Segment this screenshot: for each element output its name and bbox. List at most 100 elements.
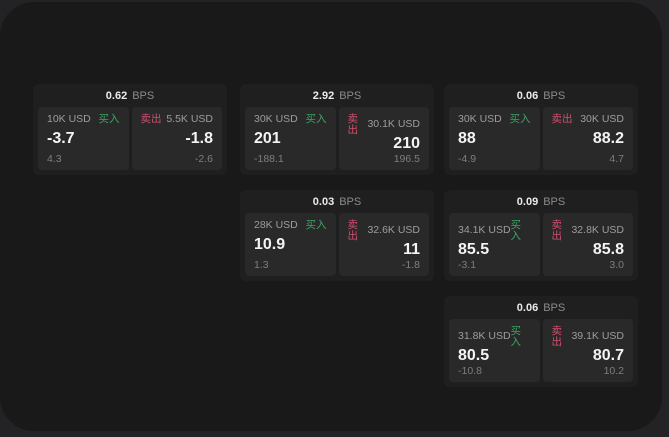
spread-unit-label: BPS (543, 302, 566, 314)
buy-amount: 28K USD (254, 219, 298, 231)
spread-header: 0.03 BPS (240, 190, 434, 212)
quote-panels: 34.1K USD 买入 85.5 -3.1 卖出 32.8K USD 85.8… (449, 213, 633, 276)
sell-panel[interactable]: 卖出 32.6K USD 11 -1.8 (338, 213, 429, 276)
buy-price: -3.7 (47, 130, 75, 147)
quote-card: 0.06 BPS 30K USD 买入 88 -4.9 卖出 30K USD 8… (444, 84, 638, 175)
spread-value: 0.62 (105, 90, 128, 102)
buy-amount: 30K USD (254, 113, 298, 125)
quote-card: 0.09 BPS 34.1K USD 买入 85.5 -3.1 卖出 32.8K… (444, 190, 638, 281)
quote-panels: 31.8K USD 买入 80.5 -10.8 卖出 39.1K USD 80.… (449, 319, 633, 382)
spread-header: 0.06 BPS (444, 296, 638, 318)
app-window: 0.62 BPS 10K USD 买入 -3.7 4.3 卖出 5.5K USD… (0, 2, 662, 431)
sell-amount: 39.1K USD (571, 330, 624, 343)
sell-side-label: 卖出 (140, 113, 162, 125)
sell-side-label: 卖出 (551, 325, 563, 348)
spread-header: 0.62 BPS (33, 84, 227, 106)
sell-panel[interactable]: 卖出 32.8K USD 85.8 3.0 (542, 213, 633, 276)
sell-panel[interactable]: 卖出 5.5K USD -1.8 -2.6 (131, 107, 222, 170)
sell-change: 196.5 (393, 152, 420, 165)
quote-panels: 10K USD 买入 -3.7 4.3 卖出 5.5K USD -1.8 -2.… (38, 107, 222, 170)
sell-panel[interactable]: 卖出 30.1K USD 210 196.5 (338, 107, 429, 170)
buy-panel[interactable]: 28K USD 买入 10.9 1.3 (245, 213, 336, 276)
buy-panel[interactable]: 30K USD 买入 88 -4.9 (449, 107, 540, 170)
sell-side-label: 卖出 (551, 113, 573, 125)
quote-panels: 30K USD 买入 88 -4.9 卖出 30K USD 88.2 4.7 (449, 107, 633, 170)
quote-card: 0.62 BPS 10K USD 买入 -3.7 4.3 卖出 5.5K USD… (33, 84, 227, 175)
buy-amount: 10K USD (47, 113, 91, 125)
sell-change: 3.0 (609, 258, 624, 271)
sell-top-row: 卖出 32.8K USD (552, 220, 625, 241)
buy-price: 10.9 (254, 236, 286, 253)
sell-amount: 30.1K USD (367, 118, 420, 131)
spread-unit-label: BPS (339, 196, 362, 208)
buy-change: -4.9 (458, 152, 477, 165)
buy-panel[interactable]: 10K USD 买入 -3.7 4.3 (38, 107, 129, 170)
sell-side-label: 卖出 (347, 219, 359, 242)
buy-change: -188.1 (254, 152, 284, 165)
spread-unit-label: BPS (339, 90, 362, 102)
buy-change: 1.3 (254, 258, 269, 271)
buy-change: -10.8 (458, 364, 482, 377)
sell-change: 10.2 (603, 364, 624, 377)
spread-value: 0.03 (312, 196, 335, 208)
sell-price: 11 (403, 241, 420, 259)
buy-panel[interactable]: 31.8K USD 买入 80.5 -10.8 (449, 319, 540, 382)
spread-unit-label: BPS (132, 90, 155, 102)
quote-panels: 28K USD 买入 10.9 1.3 卖出 32.6K USD 11 -1.8 (245, 213, 429, 276)
spread-value: 0.09 (516, 196, 539, 208)
buy-side-label: 买入 (305, 113, 327, 125)
sell-panel[interactable]: 卖出 30K USD 88.2 4.7 (542, 107, 633, 170)
buy-side-label: 买入 (98, 113, 120, 125)
sell-change: -2.6 (194, 152, 213, 165)
buy-top-row: 31.8K USD 买入 (458, 326, 531, 347)
sell-top-row: 卖出 39.1K USD (552, 326, 625, 347)
sell-top-row: 卖出 30K USD (552, 114, 625, 125)
sell-price: 210 (393, 135, 420, 153)
spread-header: 2.92 BPS (240, 84, 434, 106)
buy-side-label: 买入 (305, 219, 327, 231)
sell-amount: 5.5K USD (166, 113, 213, 125)
sell-price: 80.7 (592, 347, 624, 365)
sell-price: 85.8 (592, 241, 624, 259)
buy-amount: 34.1K USD (458, 224, 511, 237)
quote-card: 0.06 BPS 31.8K USD 买入 80.5 -10.8 卖出 39.1… (444, 296, 638, 387)
spread-value: 0.06 (516, 302, 539, 314)
buy-side-label: 买入 (509, 113, 531, 125)
buy-price: 85.5 (458, 241, 490, 259)
quote-card: 0.03 BPS 28K USD 买入 10.9 1.3 卖出 32.6K US… (240, 190, 434, 281)
buy-amount: 31.8K USD (458, 330, 511, 343)
sell-price: -1.8 (185, 130, 213, 147)
buy-side-label: 买入 (510, 325, 522, 348)
buy-change: -3.1 (458, 258, 477, 271)
spread-header: 0.09 BPS (444, 190, 638, 212)
sell-amount: 32.8K USD (571, 224, 624, 237)
sell-amount: 32.6K USD (367, 224, 420, 237)
quote-panels: 30K USD 买入 201 -188.1 卖出 30.1K USD 210 1… (245, 107, 429, 170)
sell-price: 88.2 (592, 130, 624, 147)
spread-value: 2.92 (312, 90, 335, 102)
quote-card: 2.92 BPS 30K USD 买入 201 -188.1 卖出 30.1K … (240, 84, 434, 175)
buy-panel[interactable]: 34.1K USD 买入 85.5 -3.1 (449, 213, 540, 276)
sell-panel[interactable]: 卖出 39.1K USD 80.7 10.2 (542, 319, 633, 382)
buy-top-row: 30K USD 买入 (458, 114, 531, 125)
buy-price: 88 (458, 130, 476, 147)
sell-change: 4.7 (609, 152, 624, 165)
sell-top-row: 卖出 30.1K USD (348, 114, 421, 135)
spread-header: 0.06 BPS (444, 84, 638, 106)
buy-top-row: 30K USD 买入 (254, 114, 327, 125)
buy-price: 201 (254, 130, 281, 147)
spread-unit-label: BPS (543, 90, 566, 102)
buy-price: 80.5 (458, 347, 490, 365)
spread-unit-label: BPS (543, 196, 566, 208)
sell-side-label: 卖出 (551, 219, 563, 242)
buy-panel[interactable]: 30K USD 买入 201 -188.1 (245, 107, 336, 170)
buy-top-row: 10K USD 买入 (47, 114, 120, 125)
buy-top-row: 28K USD 买入 (254, 220, 327, 231)
sell-top-row: 卖出 32.6K USD (348, 220, 421, 241)
buy-amount: 30K USD (458, 113, 502, 125)
sell-side-label: 卖出 (347, 113, 359, 136)
sell-top-row: 卖出 5.5K USD (141, 114, 214, 125)
sell-change: -1.8 (401, 258, 420, 271)
sell-amount: 30K USD (580, 113, 624, 125)
buy-change: 4.3 (47, 152, 62, 165)
